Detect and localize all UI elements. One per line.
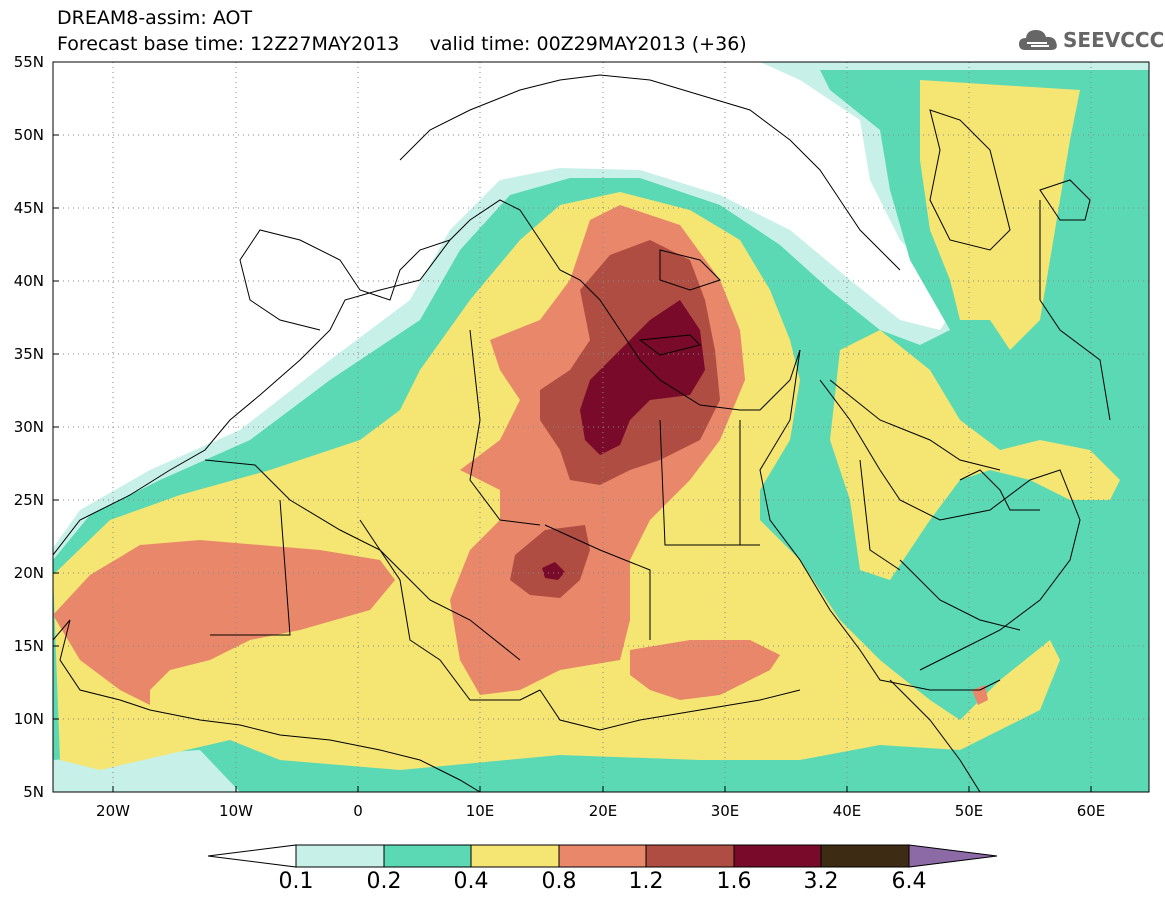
x-tick-label: 20W	[96, 802, 130, 820]
colorbar-label: 0.4	[453, 869, 489, 894]
seevccc-logo: SEEVCCC	[1017, 22, 1164, 58]
colorbar	[207, 844, 998, 868]
x-tick-label: 40E	[832, 802, 862, 820]
x-tick-label: 10E	[465, 802, 495, 820]
colorbar-bin-1.2	[645, 844, 735, 868]
coastlines	[53, 74, 1091, 792]
colorbar-label: 0.2	[366, 869, 402, 894]
y-tick-label: 50N	[13, 126, 44, 144]
y-tick-label: 25N	[13, 491, 44, 509]
y-tick-label: 20N	[13, 564, 44, 582]
title-line-1: DREAM8-assim: AOT	[57, 7, 253, 29]
colorbar-label: 3.2	[803, 869, 839, 894]
aot-contour-1.6-chad	[542, 562, 565, 580]
colorbar-bin-1.6	[733, 844, 822, 868]
y-tick-label: 45N	[13, 199, 44, 217]
y-tick-label: 5N	[23, 783, 44, 801]
y-tick-label: 15N	[13, 637, 44, 655]
x-tick-label: 30E	[710, 802, 740, 820]
colorbar-label: 1.6	[716, 869, 752, 894]
x-tick-label: 60E	[1076, 802, 1106, 820]
colorbar-bin-0.4	[470, 844, 560, 868]
aot-contour-1.2-chad	[510, 525, 590, 598]
y-tick-label: 40N	[13, 272, 44, 290]
aot-contour-0.8-west	[53, 540, 395, 705]
x-tick-label: 50E	[954, 802, 984, 820]
colorbar-label: 0.1	[278, 869, 314, 894]
aot-contour-0.8-sahel	[630, 640, 780, 700]
x-tick-label: 10W	[219, 802, 253, 820]
colorbar-under-arrow	[207, 844, 297, 868]
aot-contour-1.6-main	[580, 300, 705, 455]
aot-contour-0.4-east	[830, 330, 1120, 580]
y-tick-label: 35N	[13, 345, 44, 363]
x-tick-label: 20E	[588, 802, 618, 820]
colorbar-label: 1.2	[628, 869, 664, 894]
cloud-icon	[1019, 30, 1057, 50]
colorbar-over-arrow	[908, 844, 998, 868]
graticule	[53, 62, 1149, 792]
x-tick-label: 0	[353, 802, 363, 820]
colorbar-label: 0.8	[541, 869, 577, 894]
colorbar-label: 6.4	[891, 869, 927, 894]
axis-ticks	[53, 134, 1092, 792]
colorbar-bin-0.1	[295, 844, 385, 868]
colorbar-bin-0.2	[383, 844, 472, 868]
aot-contour-fields	[53, 62, 1149, 792]
logo-text: SEEVCCC	[1063, 28, 1165, 52]
y-tick-label: 10N	[13, 710, 44, 728]
country-borders	[204, 200, 1111, 731]
colorbar-bin-0.8	[558, 844, 647, 868]
y-tick-label: 30N	[13, 418, 44, 436]
title-line-2: Forecast base time: 12Z27MAY2013 valid t…	[57, 33, 747, 55]
colorbar-bin-3.2	[820, 844, 910, 868]
y-tick-label: 55N	[13, 53, 44, 71]
